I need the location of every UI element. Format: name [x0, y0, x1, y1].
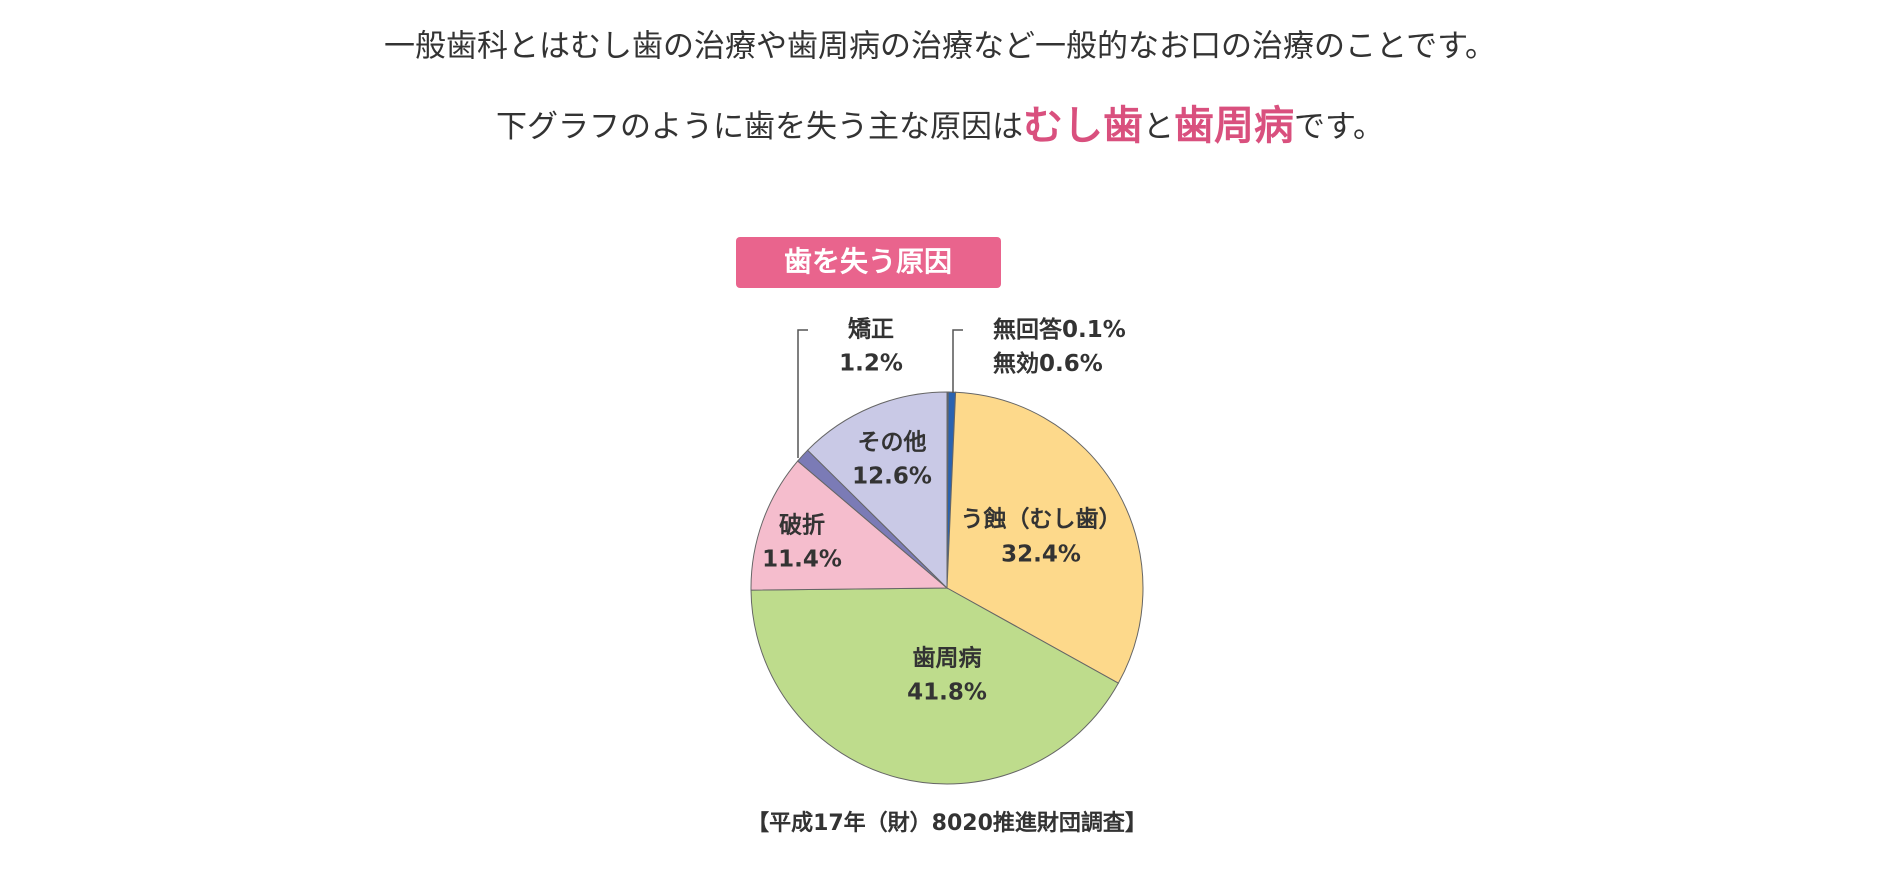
intro-line2: 下グラフのように歯を失う主な原因はむし歯と歯周病です。 [496, 103, 1384, 149]
slice-value: 0.6% [1039, 351, 1103, 377]
intro-text: です。 [1294, 109, 1384, 145]
slice-value: 0.1% [1062, 317, 1126, 343]
slice-name: 歯周病 [913, 645, 982, 672]
leader-line [952, 329, 963, 393]
chart-title-box [736, 237, 1001, 288]
slice-name: 無回答 [993, 316, 1063, 343]
intro-line1: 一般歯科とはむし歯の治療や歯周病の治療など一般的なお口の治療のことです。 [384, 29, 1496, 65]
pie [750, 391, 1144, 785]
pie-slice [806, 391, 948, 590]
pie-slice [750, 460, 949, 591]
pie-slice [946, 391, 1144, 684]
intro-text: 下グラフのように歯を失う主な原因は [496, 109, 1023, 145]
slice-value: 32.4% [1001, 542, 1081, 568]
slice-label: 無回答0.1% [993, 316, 1126, 343]
chart-source: 【平成17年（財）8020推進財団調査】 [747, 810, 1147, 836]
intro-text: と [1143, 109, 1174, 145]
highlight-text: むし歯 [1023, 103, 1143, 149]
slice-value: 41.8% [907, 680, 987, 706]
pie-labels: 無回答0.1% 無効0.6% う蝕（むし歯） 32.4% 歯周病 41.8% 破折 11.4%… [762, 316, 1126, 706]
slice-value: 11.4% [762, 547, 842, 573]
leader-line [797, 329, 808, 458]
pie-slice [750, 587, 1120, 785]
slice-name: 矯正 [848, 316, 894, 343]
highlight-text: 歯周病 [1174, 103, 1294, 149]
slice-name: 破折 [779, 512, 825, 539]
slice-name: 無効 [993, 350, 1039, 377]
slice-name: その他 [858, 430, 927, 456]
slice-value: 12.6% [852, 464, 932, 490]
slice-name: う蝕（むし歯） [961, 506, 1122, 533]
chart-title: 歯を失う原因 [784, 245, 952, 278]
slice-value: 1.2% [839, 351, 903, 377]
slice-label: 無効0.6% [993, 350, 1103, 377]
